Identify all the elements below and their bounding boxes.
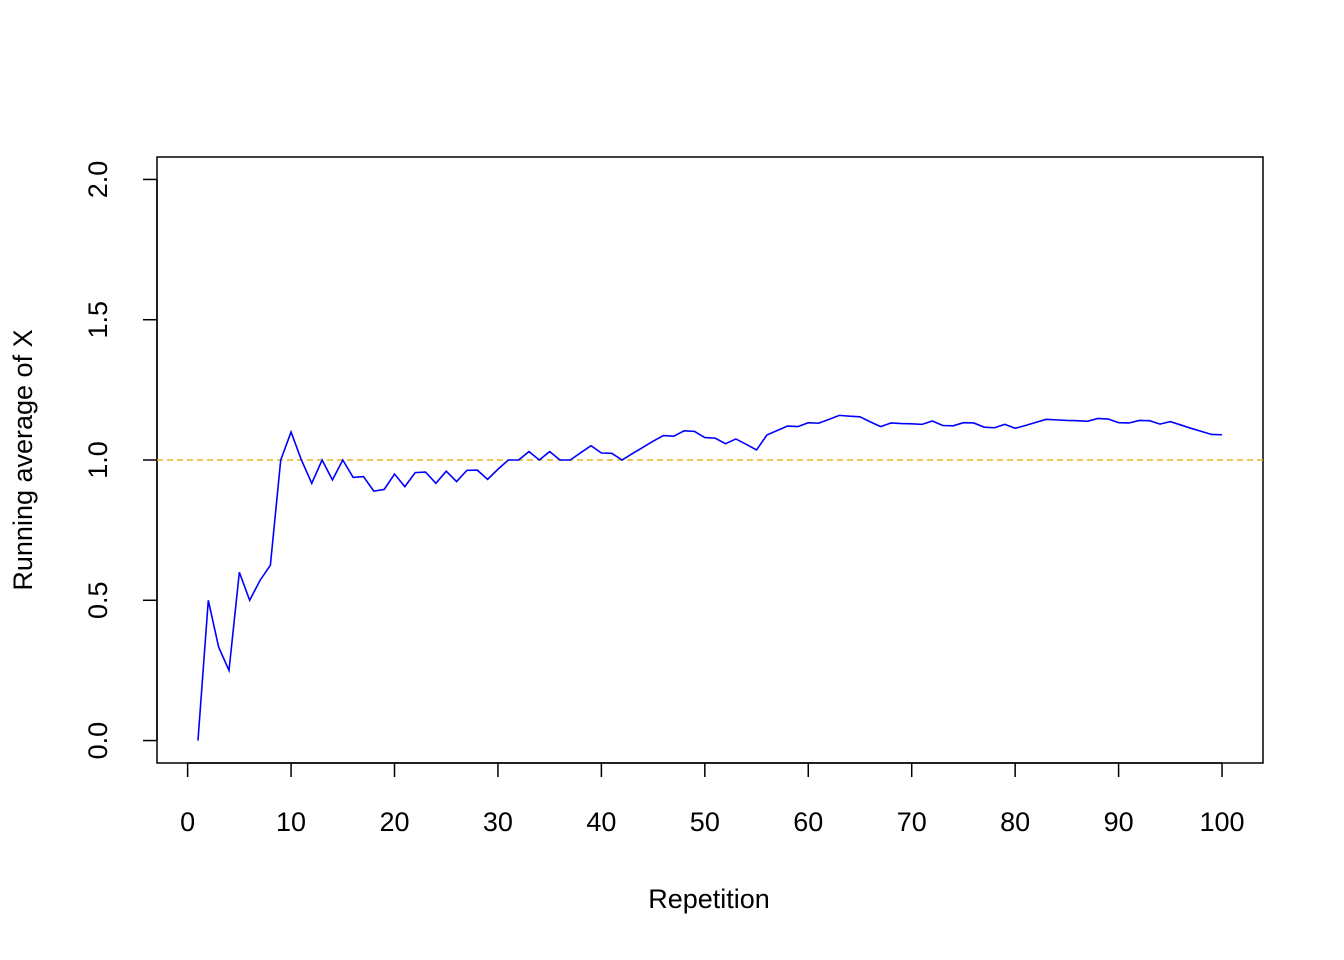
x-tick-label: 40 (586, 807, 616, 837)
x-tick-label: 70 (897, 807, 927, 837)
y-tick-label: 1.5 (83, 301, 113, 339)
y-tick-label: 2.0 (83, 161, 113, 199)
x-tick-label: 20 (379, 807, 409, 837)
y-tick-label: 1.0 (83, 441, 113, 479)
x-tick-label: 80 (1000, 807, 1030, 837)
x-tick-label: 60 (793, 807, 823, 837)
y-tick-label: 0.5 (83, 582, 113, 620)
y-axis-title: Running average of X (8, 329, 38, 590)
x-tick-label: 50 (690, 807, 720, 837)
x-tick-label: 10 (276, 807, 306, 837)
x-tick-label: 100 (1200, 807, 1245, 837)
data-line (197, 414, 1223, 741)
y-tick-label: 0.0 (83, 722, 113, 760)
x-axis-title: Repetition (648, 884, 770, 914)
x-tick-label: 30 (483, 807, 513, 837)
x-tick-label: 0 (180, 807, 195, 837)
x-tick-label: 90 (1104, 807, 1134, 837)
